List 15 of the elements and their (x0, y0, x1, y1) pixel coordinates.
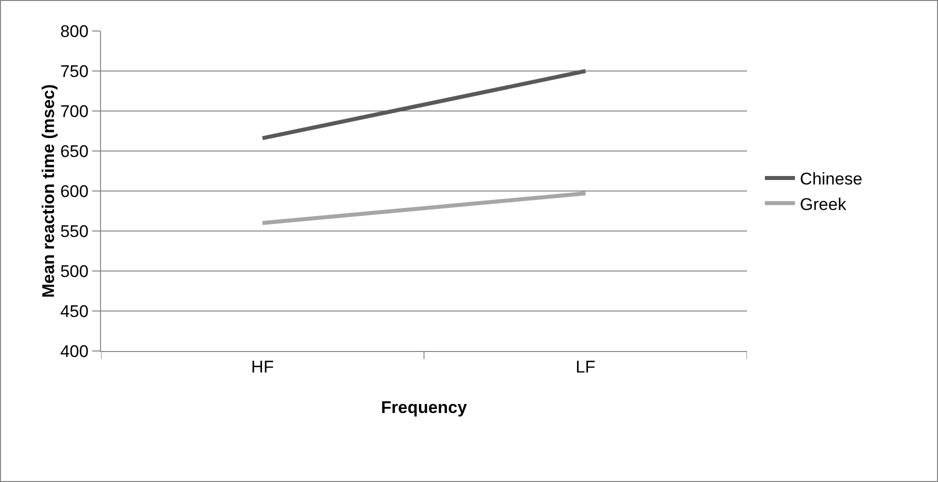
legend-label: Chinese (800, 170, 862, 189)
x-tick-label: LF (576, 357, 596, 376)
x-tick-label: HF (251, 357, 274, 376)
x-axis-title: Frequency (381, 398, 468, 417)
y-tick-label: 650 (60, 142, 89, 161)
y-tick-label: 550 (60, 222, 89, 241)
y-axis-title: Mean reaction time (msec) (39, 84, 58, 298)
y-tick-label: 500 (60, 262, 89, 281)
legend-label: Greek (800, 194, 847, 214)
y-tick-label: 400 (60, 342, 89, 361)
y-tick-label: 600 (60, 182, 89, 201)
y-tick-label: 450 (60, 302, 89, 321)
y-tick-label: 750 (60, 62, 89, 81)
y-tick-label: 700 (60, 102, 89, 121)
y-tick-label: 800 (60, 22, 89, 41)
